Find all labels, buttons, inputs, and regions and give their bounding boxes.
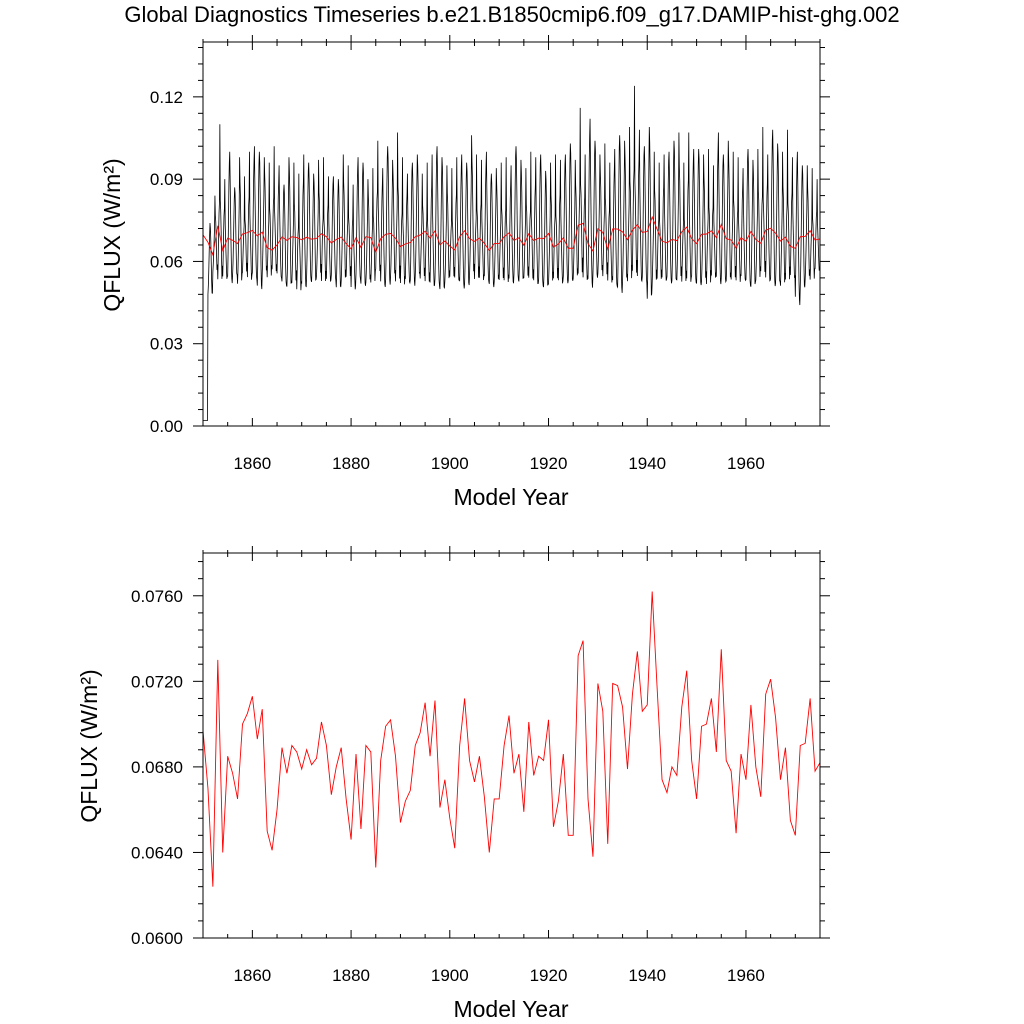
top-x-tick-label: 1860 <box>233 454 271 473</box>
top-y-tick-label: 0.12 <box>150 88 183 107</box>
top-y-tick-label: 0.00 <box>150 417 183 436</box>
bottom-axis-ticks: 1860 1880 1900 1920 1940 1960 0.0600 0.0640 0.06… <box>131 546 830 985</box>
bottom-y-tick-label: 0.0720 <box>131 672 183 691</box>
bottom-plot-area <box>202 552 821 939</box>
bottom-x-axis-title: Model Year <box>453 996 568 1022</box>
bottom-y-axis-title: QFLUX (W/m²) <box>76 669 102 822</box>
top-y-tick-label: 0.06 <box>150 252 183 271</box>
top-y-axis-title: QFLUX (W/m²) <box>99 158 125 311</box>
bottom-x-tick-label: 1900 <box>431 966 469 985</box>
bottom-x-tick-label: 1960 <box>727 966 765 985</box>
bottom-plot-frame <box>202 552 821 939</box>
top-x-axis-title: Model Year <box>453 484 568 510</box>
top-y-tick-label: 0.03 <box>150 335 183 354</box>
top-x-tick-label: 1940 <box>628 454 666 473</box>
top-x-tick-label: 1960 <box>727 454 765 473</box>
bottom-y-tick-label: 0.0600 <box>131 929 183 948</box>
top-plot-frame <box>202 41 821 427</box>
bottom-panel: 1860 1880 1900 1920 1940 1960 0.0600 0.0640 0.06… <box>76 546 830 1022</box>
bottom-y-tick-label: 0.0680 <box>131 758 183 777</box>
top-x-tick-label: 1920 <box>530 454 568 473</box>
bottom-y-tick-label: 0.0640 <box>131 843 183 862</box>
chart-title: Global Diagnostics Timeseries b.e21.B185… <box>124 2 900 27</box>
top-y-tick-label: 0.09 <box>150 170 183 189</box>
top-x-tick-label: 1880 <box>332 454 370 473</box>
bottom-y-tick-label: 0.0760 <box>131 587 183 606</box>
top-axis-ticks: 1860 1880 1900 1920 1940 1960 0.00 0.03 0.06 0.09… <box>150 35 830 473</box>
bottom-series-line-0 <box>203 591 820 887</box>
bottom-x-tick-label: 1860 <box>233 966 271 985</box>
top-series-line-0 <box>203 85 820 421</box>
top-panel: 1860 1880 1900 1920 1940 1960 0.00 0.03 0.06 0.09… <box>99 35 830 510</box>
top-series-line-1 <box>203 215 820 257</box>
top-plot-area <box>202 41 821 427</box>
bottom-x-tick-label: 1920 <box>530 966 568 985</box>
top-x-tick-label: 1900 <box>431 454 469 473</box>
bottom-x-tick-label: 1880 <box>332 966 370 985</box>
bottom-x-tick-label: 1940 <box>628 966 666 985</box>
